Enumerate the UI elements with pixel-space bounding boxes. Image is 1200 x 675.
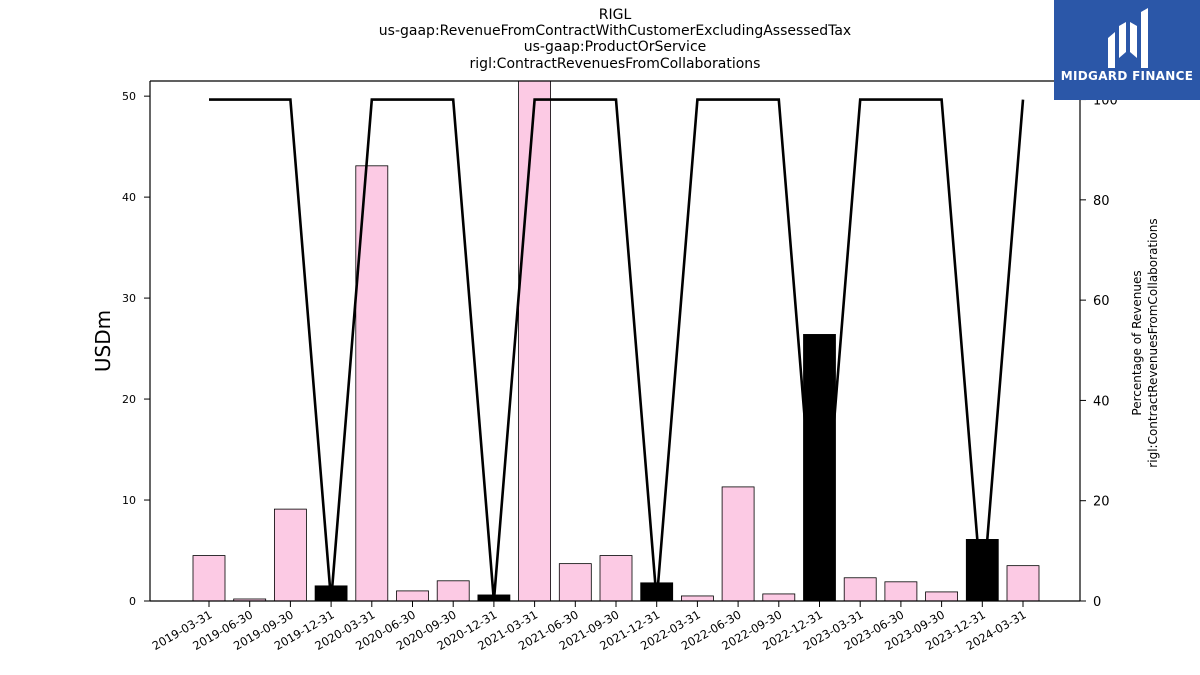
percentage-line (209, 98, 1025, 602)
bar-2023-06-30 (884, 581, 918, 601)
bar-2020-06-30 (396, 590, 429, 601)
y-tick-label-40: 40 (122, 191, 136, 204)
y-tick-label-10: 10 (122, 494, 136, 507)
y-tick-label-0: 0 (129, 595, 136, 608)
y2-tick-label-80: 80 (1093, 194, 1110, 209)
bar-2022-09-30 (762, 593, 796, 601)
y-axis-label: USDm (91, 310, 115, 372)
y2-tick-label-40: 40 (1093, 394, 1110, 409)
midgard-logo-icon (1108, 8, 1148, 68)
bar-2024-03-31 (1006, 565, 1040, 601)
bar-2021-09-30 (599, 555, 633, 601)
bar-2020-03-31 (355, 165, 389, 601)
bar-2019-09-30 (273, 508, 307, 601)
chart-title-line-2: us-gaap:RevenueFromContractWithCustomerE… (378, 23, 852, 39)
bar-2023-03-31 (843, 577, 877, 601)
logo-text: MIDGARD FINANCE (1060, 69, 1194, 83)
y2-tick-label-20: 20 (1093, 495, 1110, 510)
y2-axis-label-line-2: rigl:ContractRevenuesFromCollaborations (1146, 218, 1160, 467)
chart-title-line-1: RIGL (598, 7, 632, 23)
y2-tick-label-0: 0 (1093, 595, 1101, 610)
bar-2022-06-30 (721, 486, 755, 601)
y-tick-label-50: 50 (122, 90, 136, 103)
bar-2019-03-31 (192, 555, 226, 601)
midgard-finance-logo: MIDGARD FINANCE (1054, 0, 1200, 100)
bar-2022-03-31 (681, 595, 714, 601)
bar-2019-06-30 (233, 598, 267, 601)
y-tick-label-30: 30 (122, 292, 136, 305)
bar-2021-03-31 (518, 81, 551, 601)
y-tick-label-20: 20 (122, 393, 136, 406)
chart-title-line-4: rigl:ContractRevenuesFromCollaborations (469, 56, 761, 72)
y2-axis-label-line-1: Percentage of Revenues (1130, 270, 1144, 415)
bar-2021-06-30 (558, 563, 592, 601)
bar-2023-09-30 (925, 591, 958, 601)
bar-2020-09-30 (436, 580, 470, 601)
chart-title-line-3: us-gaap:ProductOrService (523, 39, 707, 55)
y2-tick-label-60: 60 (1093, 294, 1110, 309)
